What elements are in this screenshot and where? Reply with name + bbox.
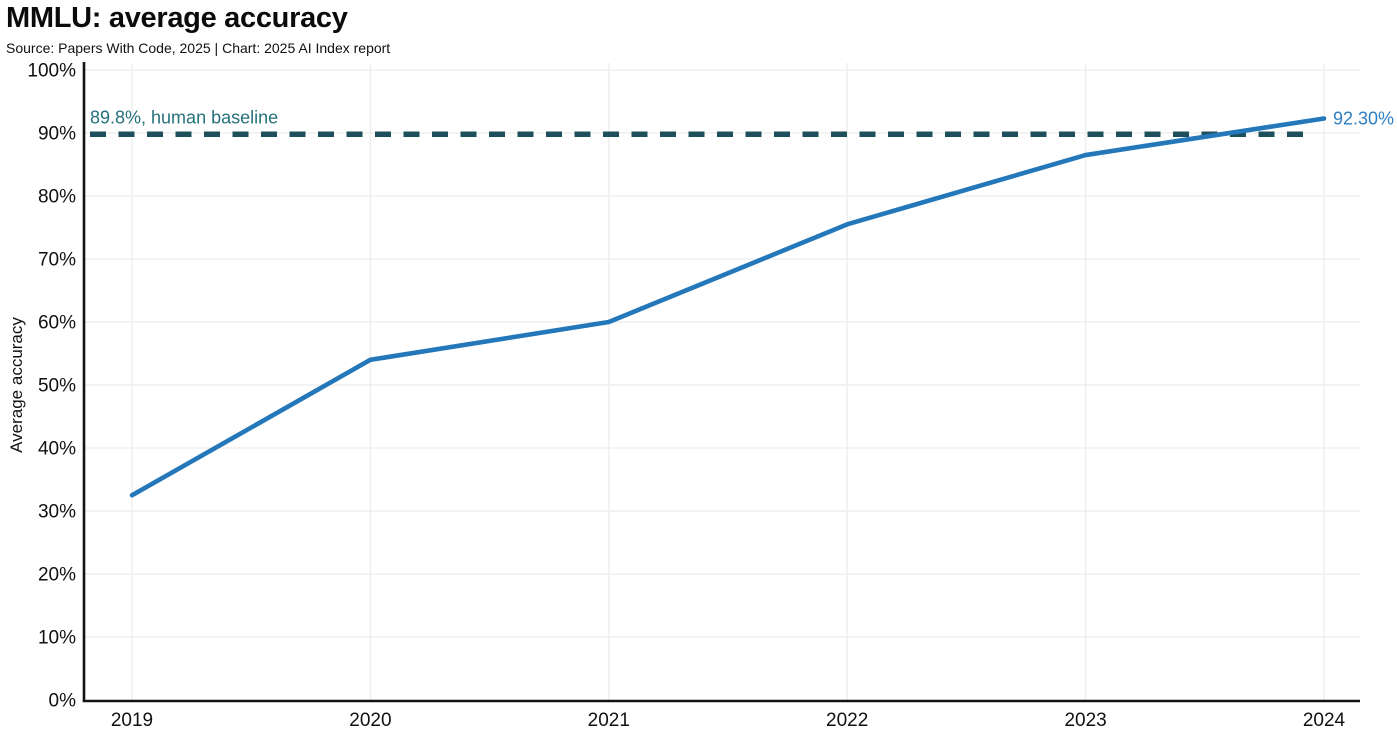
y-tick-label: 50% [38,376,76,397]
y-tick-label: 40% [38,439,76,460]
accuracy-line [129,116,1327,498]
x-tick-label: 2019 [111,710,153,731]
human-baseline-annotation: 89.8%, human baseline [90,107,278,127]
chart-title: MMLU: average accuracy [6,2,348,34]
y-axis-title: Average accuracy [7,317,26,453]
x-tick-label: 2023 [1064,710,1106,731]
x-tick-label: 2021 [588,710,630,731]
x-tick-label: 2022 [826,710,868,731]
y-tick-label: 0% [49,691,77,712]
y-tick-label: 20% [38,565,76,586]
y-tick-label: 10% [38,628,76,649]
y-tick-label: 30% [38,502,76,523]
y-tick-label: 70% [38,250,76,271]
x-tick-label: 2020 [349,710,391,731]
y-tick-label: 80% [38,187,76,208]
x-tick-label: 2024 [1303,710,1346,731]
y-tick-label: 90% [38,124,76,145]
chart-source-credit: Source: Papers With Code, 2025 | Chart: … [6,40,391,56]
chart-header: MMLU: average accuracy Source: Papers Wi… [6,2,390,56]
end-value-label: 92.30% [1333,109,1394,129]
y-tick-label: 100% [27,61,76,82]
y-tick-label: 60% [38,313,76,334]
